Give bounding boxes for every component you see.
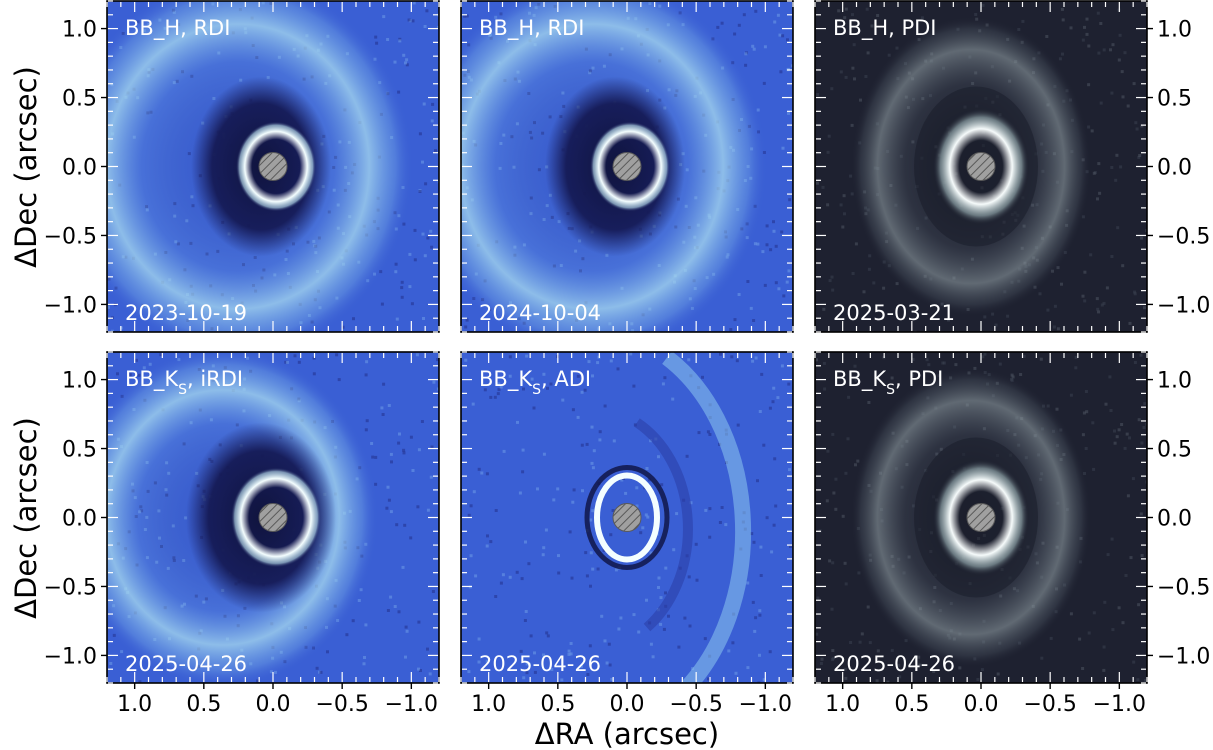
y-tick-label-left: 1.0: [62, 18, 97, 43]
y-tick-label-left: 0.5: [62, 87, 97, 112]
y-tick-label-right: 0.0: [1157, 156, 1192, 181]
y-tick-label-left: 0.0: [62, 156, 97, 181]
x-tick-label: −0.5: [669, 692, 722, 717]
panel-image-1: [107, 1, 439, 332]
panel-label-1: BB_H, RDI: [125, 16, 230, 41]
y-tick-label-right: −1.0: [1157, 293, 1210, 318]
y-tick-label-right: −1.0: [1157, 644, 1210, 669]
y-axis-label-top: ΔDec (arcsec): [9, 66, 43, 268]
y-tick-label-right: 1.0: [1157, 369, 1192, 394]
panels-layer: BB_H, RDI 2023-10-19 BB_H, RDI 2024-10-04 BB…: [107, 1, 1147, 683]
panel-date-5: 2025-04-26: [479, 652, 601, 676]
y-tick-label-right: 1.0: [1157, 18, 1192, 43]
x-tick-label: 0.5: [186, 692, 221, 717]
panel-date-6: 2025-04-26: [833, 652, 955, 676]
panel-label-6: BB_KS, PDI: [833, 367, 943, 398]
x-tick-label: 0.5: [540, 692, 575, 717]
panel-image-4: [107, 352, 439, 683]
panel-label-5: BB_KS, ADI: [479, 367, 591, 398]
panel-date-2: 2024-10-04: [479, 301, 601, 325]
y-tick-label-left: 0.0: [62, 507, 97, 532]
mask-icon: [966, 503, 996, 532]
panel-label-4: BB_KS, iRDI: [125, 367, 243, 398]
x-tick-label: −0.5: [315, 692, 368, 717]
y-tick-label-right: 0.5: [1157, 87, 1192, 112]
panel-label-2: BB_H, RDI: [479, 16, 584, 41]
y-tick-label-left: −0.5: [44, 575, 97, 600]
mask-icon: [612, 152, 642, 181]
y-tick-label-left: −1.0: [44, 644, 97, 669]
panel-label-3: BB_H, PDI: [833, 16, 936, 41]
y-tick-label-left: 1.0: [62, 369, 97, 394]
x-tick-label: 1.0: [117, 692, 152, 717]
x-tick-label: −1.0: [1093, 692, 1146, 717]
x-tick-label: −1.0: [385, 692, 438, 717]
panel-date-4: 2025-04-26: [125, 652, 247, 676]
panel-frame-2: [460, 0, 794, 333]
x-tick-label: −0.5: [1023, 692, 1076, 717]
y-axis-label-bottom: ΔDec (arcsec): [9, 417, 43, 619]
y-tick-label-right: −0.5: [1157, 575, 1210, 600]
mask-icon: [612, 503, 642, 532]
panel-image-6: [815, 352, 1147, 683]
x-tick-label: 0.0: [964, 692, 999, 717]
x-tick-label: −1.0: [739, 692, 792, 717]
y-tick-label-right: 0.0: [1157, 507, 1192, 532]
panel-date-3: 2025-03-21: [833, 301, 955, 325]
x-tick-label: 0.0: [610, 692, 645, 717]
x-axis-label: ΔRA (arcsec): [535, 717, 719, 750]
panel-image-5: [461, 352, 793, 683]
mask-icon: [258, 503, 288, 532]
axes-layer: 1.0 0.5 0.0 −0.5 −1.0 1.0 0.5 0.0 −0.5 −1.0 1.0 0.5…: [44, 0, 1210, 717]
x-tick-label: 1.0: [471, 692, 506, 717]
x-tick-label: 0.0: [256, 692, 291, 717]
y-tick-label-left: 0.5: [62, 438, 97, 463]
y-tick-label-right: 0.5: [1157, 438, 1192, 463]
panel-image-2: [461, 1, 793, 332]
y-tick-label-left: −0.5: [44, 224, 97, 249]
mask-icon: [258, 152, 288, 181]
mask-icon: [966, 152, 996, 181]
x-tick-label: 0.5: [894, 692, 929, 717]
panel-date-1: 2023-10-19: [125, 301, 247, 325]
panel-image-3: [815, 1, 1147, 332]
x-tick-label: 1.0: [825, 692, 860, 717]
y-tick-label-right: −0.5: [1157, 224, 1210, 249]
y-tick-label-left: −1.0: [44, 293, 97, 318]
